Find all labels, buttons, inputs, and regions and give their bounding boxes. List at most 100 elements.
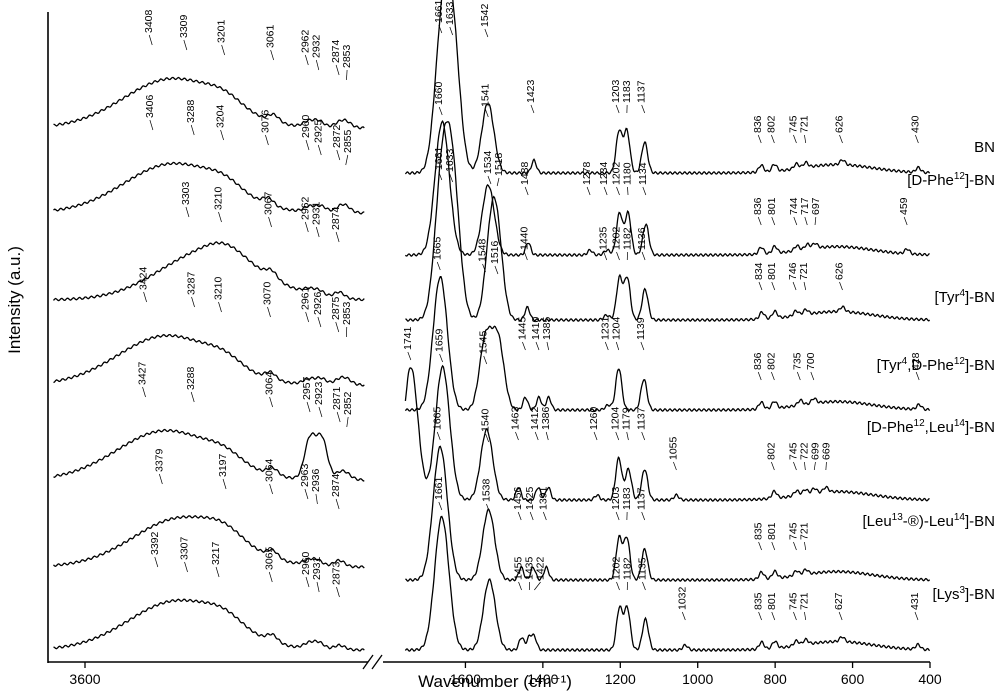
peak-label: 1137 (636, 80, 648, 103)
peak-label: 2855 (342, 129, 354, 153)
peak-leader-line (268, 571, 273, 583)
peak-leader-line (626, 431, 629, 441)
peak-leader-line (522, 341, 526, 351)
peak-leader-line (496, 177, 500, 187)
peak-label: 2874 (330, 473, 342, 497)
peak-leader-line (796, 371, 801, 381)
peak-leader-line (486, 503, 490, 513)
peak-leader-line (615, 511, 620, 521)
peak-leader-line (183, 39, 188, 51)
peak-label: 1234 (598, 161, 610, 185)
peak-label: 1202 (611, 161, 623, 185)
peak-label: 1445 (516, 316, 528, 340)
peak-label: 2874 (330, 206, 342, 230)
peak-label: 1139 (635, 317, 647, 340)
peak-leader-line (758, 611, 762, 621)
peak-leader-line (438, 24, 443, 34)
peak-leader-line (640, 341, 645, 351)
peak-label: 431 (909, 592, 921, 610)
series-name-label: [D-Phe12]-BN (907, 171, 995, 189)
spectrum-low-region (404, 0, 931, 175)
peak-leader-line (336, 149, 341, 161)
peak-leader-line (483, 355, 488, 365)
peak-label: 2962 (299, 29, 311, 53)
peak-leader-line (439, 353, 443, 363)
peak-leader-line (315, 59, 320, 71)
series-name-label: [Tyr4]-BN (934, 288, 995, 306)
peak-label: 802 (765, 115, 777, 133)
x-axis-title: Wavenumber (cm⁻¹) (418, 672, 572, 691)
peak-label: 627 (833, 592, 845, 610)
peak-label: 1440 (518, 226, 530, 250)
peak-label: 3070 (262, 281, 274, 305)
peak-label: 834 (753, 262, 765, 280)
spectrum-low-region (405, 120, 931, 322)
peak-label: 3406 (144, 94, 156, 118)
peak-label: 1741 (402, 326, 414, 350)
peak-label: 1412 (529, 406, 541, 430)
x-tick-label: 1000 (682, 671, 713, 687)
peak-leader-line (641, 431, 646, 441)
peak-leader-line (839, 281, 843, 291)
peak-label: 1137 (636, 407, 648, 430)
peak-label: 721 (798, 522, 810, 540)
spectrum-high-region (53, 598, 365, 652)
peak-label: 2960 (300, 551, 312, 575)
peak-label: 717 (799, 197, 811, 215)
x-tick-label: 600 (841, 671, 865, 687)
peak-leader-line (641, 251, 646, 261)
peak-leader-line (335, 321, 340, 333)
peak-label: 721 (798, 115, 810, 133)
peak-label: 1391 (537, 486, 549, 510)
peak-label: 1633 (444, 148, 456, 172)
peak-label: 1661 (433, 476, 445, 500)
peak-leader-line (616, 251, 620, 261)
peak-leader-line (793, 461, 797, 471)
peak-leader-line (190, 124, 195, 136)
peak-label: 3288 (185, 99, 197, 123)
peak-label: 428 (910, 352, 922, 370)
peak-label: 3067 (263, 191, 275, 215)
peak-leader-line (615, 431, 620, 441)
peak-label: 1180 (622, 162, 634, 185)
peak-label: 3064 (264, 458, 276, 482)
peak-label: 2853 (341, 301, 353, 325)
peak-label: 3303 (180, 181, 192, 205)
peak-leader-line (804, 461, 806, 471)
axes: 3600 1600 1400 1200 1000 800 600 400 (47, 12, 942, 687)
peak-leader-line (336, 586, 340, 598)
peak-label: 1204 (610, 316, 622, 340)
spectrum-high-region (53, 161, 365, 215)
peak-leader-line (771, 541, 776, 551)
peak-leader-line (771, 611, 776, 621)
peak-leader-line (681, 611, 686, 621)
peak-leader-line (305, 311, 309, 323)
peak-label: 2871 (331, 386, 343, 410)
peak-label: 1660 (433, 81, 445, 105)
spectrum-low-region (405, 445, 931, 582)
peak-leader-line (793, 216, 798, 226)
series-name-label: [Tyr4,D-Phe12]-BN (877, 356, 995, 374)
x-tick-label: 400 (918, 671, 942, 687)
peak-label: 1659 (434, 328, 446, 352)
peak-leader-line (305, 576, 310, 588)
peak-leader-line (757, 134, 762, 144)
peak-leader-line (641, 104, 646, 114)
peak-label: 3217 (210, 541, 222, 565)
peak-label: 2931 (311, 556, 323, 580)
peak-label: 2957 (301, 376, 313, 400)
peak-leader-line (335, 64, 340, 76)
peak-label: 1204 (610, 406, 622, 430)
peak-leader-line (485, 433, 489, 443)
peak-label: 1032 (676, 586, 688, 610)
peak-label: 2963 (299, 463, 311, 487)
series-names: BN [D-Phe12]-BN [Tyr4]-BN [Tyr4,D-Phe12]-BN… (862, 139, 995, 603)
peak-leader-line (771, 371, 775, 381)
peak-label: 722 (798, 442, 810, 460)
peak-leader-line (487, 175, 492, 185)
peak-label: 2962 (299, 196, 311, 220)
peak-label: 1203 (610, 486, 622, 510)
peak-leader-line (534, 581, 541, 591)
peak-leader-line (220, 129, 224, 141)
peak-leader-line (546, 341, 550, 351)
